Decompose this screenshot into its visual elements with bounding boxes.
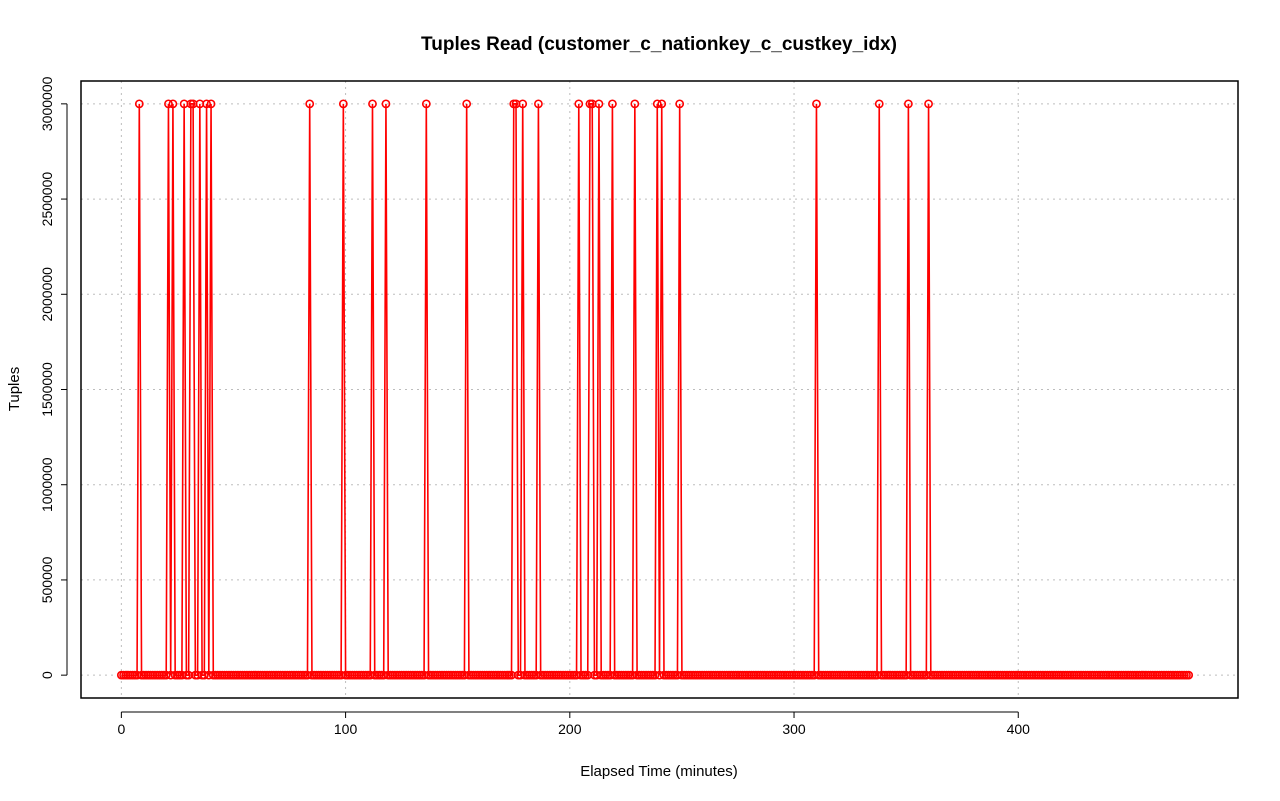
data-point — [657, 99, 667, 109]
data-point — [812, 99, 821, 109]
x-tick-label: 0 — [117, 721, 125, 737]
x-axis-label: Elapsed Time (minutes) — [580, 763, 738, 780]
data-point — [199, 670, 209, 680]
series-line — [121, 103, 1189, 676]
data-point — [305, 99, 315, 109]
data-point — [574, 99, 584, 109]
data-point — [518, 99, 528, 109]
y-tick-label: 0 — [39, 671, 55, 679]
axis-layer: 0 100 200 300 400 0 500000 1000000 1500000 200000… — [39, 76, 1030, 737]
data-point — [368, 99, 377, 109]
data-point — [675, 99, 685, 109]
data-point — [161, 670, 171, 680]
chart-title: Tuples Read (customer_c_nationkey_c_cust… — [421, 34, 897, 55]
y-axis-label: Tuples — [6, 367, 23, 411]
data-point — [608, 99, 617, 109]
data-point — [134, 99, 144, 109]
data-point — [534, 99, 543, 109]
data-point — [168, 99, 178, 109]
data-point — [381, 99, 391, 109]
data-point — [903, 99, 913, 109]
y-tick-label: 2000000 — [39, 267, 55, 322]
x-tick-label: 100 — [334, 721, 358, 737]
data-point — [202, 99, 211, 109]
data-point — [924, 99, 933, 109]
data-point — [594, 99, 604, 109]
data-layer — [116, 99, 1194, 680]
data-point — [421, 99, 431, 109]
data-point — [650, 670, 660, 680]
y-tick-label: 1000000 — [39, 457, 55, 512]
data-point — [874, 99, 884, 109]
data-point — [1184, 670, 1194, 680]
y-tick-label: 2500000 — [39, 172, 55, 227]
y-tick-label: 500000 — [39, 556, 55, 603]
data-point — [338, 99, 348, 109]
x-tick-label: 300 — [782, 721, 806, 737]
data-point — [206, 99, 216, 109]
x-tick-label: 200 — [558, 721, 582, 737]
y-tick-label: 1500000 — [39, 362, 55, 417]
y-tick-label: 3000000 — [39, 76, 55, 131]
x-tick-label: 400 — [1007, 721, 1031, 737]
data-point — [652, 99, 662, 109]
data-point — [630, 99, 640, 109]
data-point — [462, 99, 472, 109]
data-point — [164, 99, 173, 109]
plot-frame — [80, 80, 1239, 699]
